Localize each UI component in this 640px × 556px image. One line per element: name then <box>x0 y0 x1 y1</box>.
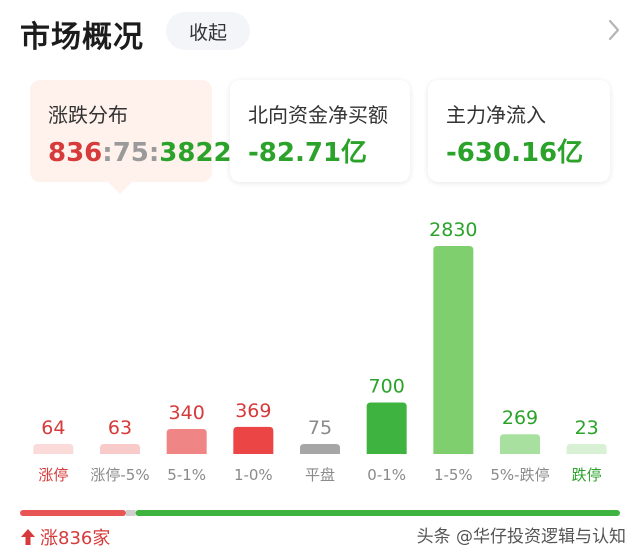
separator: : <box>102 138 113 168</box>
bar-value-label: 340 <box>169 402 205 424</box>
bar-6 <box>366 402 407 454</box>
up-count-text: 涨836家 <box>40 528 111 549</box>
northbound-card[interactable]: 北向资金净买额 -82.71亿 <box>230 80 410 182</box>
northbound-value: -82.71亿 <box>248 138 368 168</box>
breadth-label: 涨跌分布 <box>48 103 128 127</box>
up-down-ratio-bar <box>20 510 620 516</box>
category-label: 涨停 <box>38 466 68 484</box>
breadth-card[interactable]: 涨跌分布 836:75:3822 <box>30 80 232 182</box>
mainflow-value: -630.16亿 <box>446 138 584 168</box>
bar-2 <box>100 444 140 454</box>
bar-value-label: 269 <box>502 407 538 429</box>
ratio-down-segment <box>135 510 620 516</box>
chevron-right-icon[interactable] <box>602 18 626 42</box>
bar-value-label: 700 <box>369 376 405 398</box>
bar-value-label: 75 <box>308 417 332 439</box>
category-label: 0-1% <box>367 466 406 484</box>
active-card-pointer <box>108 182 132 194</box>
category-label: 涨停-5% <box>90 466 149 484</box>
northbound-label: 北向资金净买额 <box>248 103 388 127</box>
separator: : <box>148 138 160 168</box>
mainflow-label: 主力净流入 <box>446 103 546 127</box>
arrow-up-icon <box>21 529 35 545</box>
breadth-up-count: 836 <box>48 138 103 168</box>
category-label: 平盘 <box>305 466 335 484</box>
category-label: 1-5% <box>434 466 473 484</box>
breadth-flat-count: 75 <box>112 138 149 168</box>
breadth-down-count: 3822 <box>159 138 232 168</box>
page-title: 市场概况 <box>20 20 144 55</box>
bar-3 <box>166 429 207 454</box>
bar-value-label: 2830 <box>429 219 477 241</box>
bar-value-label: 63 <box>108 417 132 439</box>
collapse-button[interactable]: 收起 <box>166 12 250 50</box>
bar-8 <box>500 434 540 454</box>
bar-value-label: 64 <box>41 417 65 439</box>
breadth-value: 836:75:3822 <box>48 136 232 170</box>
category-label: 跌停 <box>572 466 602 484</box>
bar-1 <box>33 444 74 454</box>
breadth-bar-chart: 64 涨停 63 涨停-5% 340 5-1% 369 1-0% 75 平盘 700 0-1% 2830… <box>33 219 607 484</box>
ratio-flat-segment <box>125 510 136 516</box>
ratio-up-segment <box>20 510 126 516</box>
bar-7 <box>433 246 474 454</box>
bar-value-label: 23 <box>575 417 599 439</box>
up-count-footer: 涨836家 <box>20 524 110 550</box>
mainflow-card[interactable]: 主力净流入 -630.16亿 <box>428 80 610 182</box>
category-label: 5%-跌停 <box>490 466 549 484</box>
bar-9 <box>566 444 607 454</box>
header: 市场概况 收起 <box>0 0 640 64</box>
bar-5 <box>300 444 340 454</box>
bar-4 <box>233 426 274 454</box>
bar-value-label: 369 <box>235 400 271 422</box>
category-label: 5-1% <box>167 466 206 484</box>
watermark: 头条 @华仔投资逻辑与认知 <box>412 522 630 547</box>
category-label: 1-0% <box>234 466 273 484</box>
